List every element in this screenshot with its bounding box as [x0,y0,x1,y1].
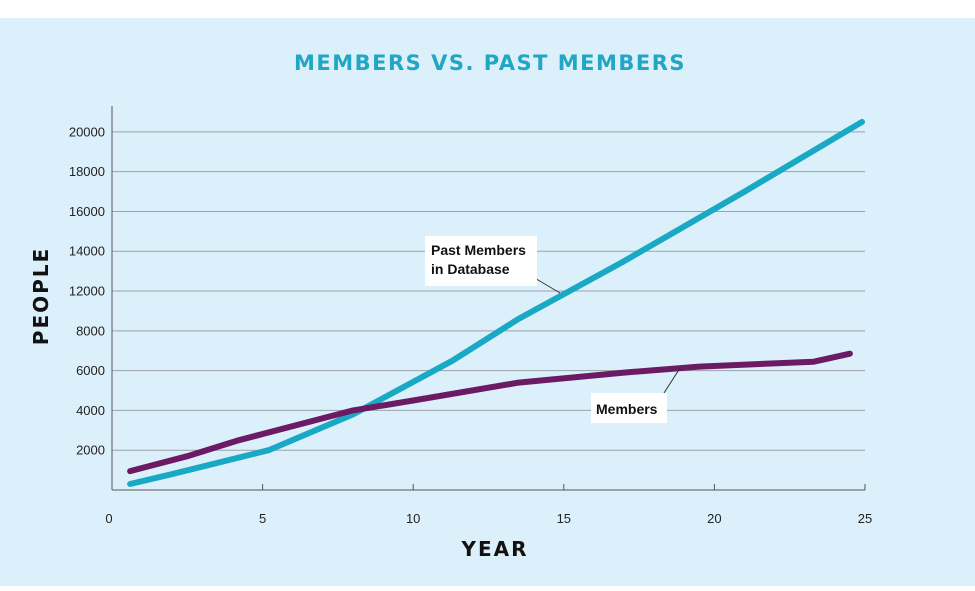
past-members-line [127,118,865,487]
x-tick-label: 10 [406,511,420,526]
x-axis-title: YEAR [460,537,528,561]
callout-box [591,393,667,423]
x-tick-label: 5 [259,511,266,526]
y-axis-title: PEOPLE [29,247,53,345]
callout-leader-line [663,367,681,394]
series-label-line: in Database [431,261,510,277]
x-tick-label: 0 [105,511,112,526]
x-tick-label: 20 [707,511,721,526]
members-label: Members [596,401,658,417]
x-tick-label: 15 [557,511,571,526]
series-label-line: Members [596,401,658,417]
callout-leader-line [532,276,561,294]
y-tick-label: 8000 [76,323,105,338]
x-tick-label: 25 [858,511,872,526]
y-tick-label: 16000 [69,204,105,219]
chart-title: MEMBERS VS. PAST MEMBERS [294,51,686,75]
y-tick-label: 6000 [76,363,105,378]
y-tick-label: 12000 [69,284,105,299]
chart-panel: MEMBERS VS. PAST MEMBERS 2000 4000 6000 800… [0,18,975,586]
y-tick-label: 4000 [76,403,105,418]
members-line [127,350,853,475]
past-members-label: Past Members in Database [431,242,526,277]
series-label-line: Past Members [431,242,526,258]
line-chart: MEMBERS VS. PAST MEMBERS 2000 4000 6000 800… [29,51,872,561]
y-tick-label: 2000 [76,443,105,458]
callout-box [425,236,537,286]
y-tick-label: 20000 [69,124,105,139]
y-tick-label: 14000 [69,244,105,259]
y-tick-label: 18000 [69,164,105,179]
